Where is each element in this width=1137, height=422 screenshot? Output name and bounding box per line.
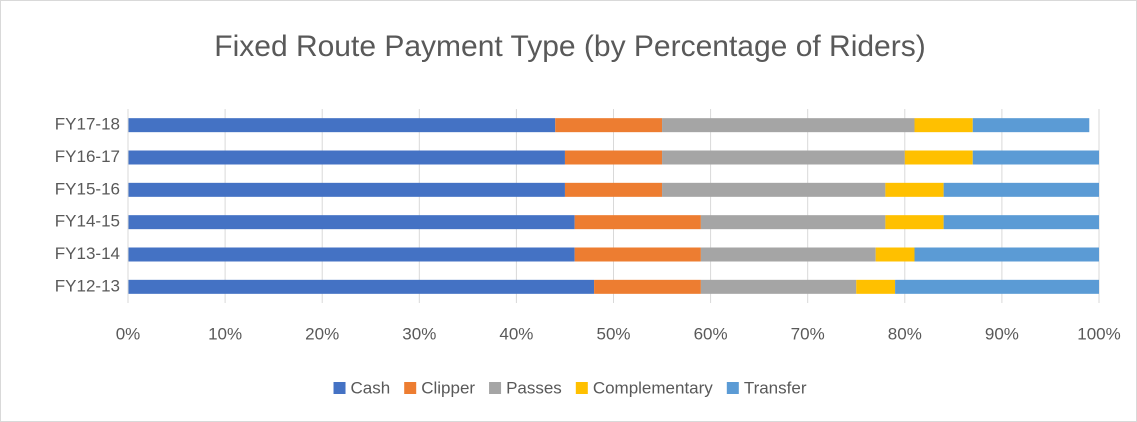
bar-segment <box>943 215 1099 230</box>
legend-label: Clipper <box>421 378 475 397</box>
bar-segment <box>128 215 575 230</box>
bar-segment <box>914 247 1099 262</box>
bar-segment <box>574 215 701 230</box>
bar-segment <box>972 118 1090 133</box>
bar-segment <box>885 182 944 197</box>
y-tick-label: FY16-17 <box>55 147 120 166</box>
legend-swatch <box>404 382 417 394</box>
bar-segment <box>700 215 886 230</box>
y-tick-label: FY13-14 <box>55 244 120 263</box>
bar-segment <box>662 150 905 165</box>
bar-segment <box>972 150 1099 165</box>
legend-swatch <box>333 382 346 394</box>
y-tick-label: FY12-13 <box>55 276 120 295</box>
x-tick-label: 60% <box>694 324 728 343</box>
bar-segment <box>875 247 915 262</box>
legend-label: Cash <box>351 378 391 397</box>
x-tick-label: 80% <box>888 324 922 343</box>
bar-segment <box>594 279 701 294</box>
x-tick-label: 90% <box>985 324 1019 343</box>
bar-segment <box>128 279 595 294</box>
legend-swatch <box>726 382 739 394</box>
bar-segment <box>904 150 973 165</box>
bar-segment <box>555 118 663 133</box>
legend-label: Passes <box>506 378 562 397</box>
chart-title: Fixed Route Payment Type (by Percentage … <box>214 30 925 63</box>
x-tick-label: 10% <box>208 324 242 343</box>
x-tick-label: 40% <box>499 324 533 343</box>
bar-segment <box>128 118 556 133</box>
bar-segment <box>574 247 701 262</box>
bar-segment <box>662 118 915 133</box>
x-tick-label: 30% <box>402 324 436 343</box>
legend-label: Complementary <box>593 378 713 397</box>
x-tick-label: 20% <box>305 324 339 343</box>
x-tick-label: 50% <box>596 324 630 343</box>
x-tick-label: 100% <box>1077 324 1120 343</box>
y-tick-label: FY14-15 <box>55 212 120 231</box>
legend-label: Transfer <box>744 378 807 397</box>
bar-segment <box>700 247 876 262</box>
bar-segment <box>856 279 896 294</box>
legend-swatch <box>489 382 502 394</box>
bar-segment <box>128 247 575 262</box>
x-tick-label: 70% <box>791 324 825 343</box>
bar-segment <box>943 182 1099 197</box>
bar-segment <box>128 150 565 165</box>
bar-segment <box>662 182 886 197</box>
bar-segment <box>895 279 1099 294</box>
y-tick-label: FY15-16 <box>55 179 120 198</box>
bar-segment <box>700 279 857 294</box>
bar-segment <box>128 182 565 197</box>
y-tick-label: FY17-18 <box>55 115 120 134</box>
x-tick-label: 0% <box>116 324 141 343</box>
bar-segment <box>564 182 663 197</box>
bar-segment <box>885 215 944 230</box>
bar-segment <box>564 150 663 165</box>
bar-segment <box>914 118 973 133</box>
legend-swatch <box>575 382 588 394</box>
